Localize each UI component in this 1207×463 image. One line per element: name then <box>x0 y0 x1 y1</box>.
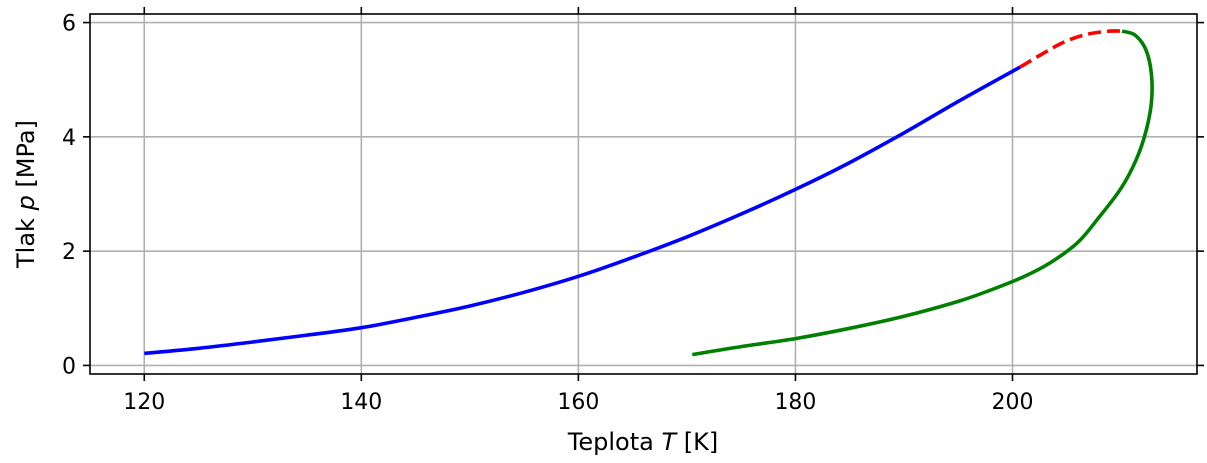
series-line-1 <box>144 65 1021 356</box>
series-group <box>144 29 1154 357</box>
y-tick-label: 2 <box>62 240 76 265</box>
x-tick-label: 200 <box>992 390 1034 415</box>
x-tick-label: 180 <box>774 390 816 415</box>
y-axis-label: Tlak p [MPa] <box>12 120 40 269</box>
series-line-2 <box>1019 29 1123 69</box>
series-line-3 <box>691 29 1154 357</box>
x-axis-label: Teplota T [K] <box>567 428 718 456</box>
x-tick-label: 160 <box>557 390 599 415</box>
y-tick-label: 0 <box>62 354 76 379</box>
ticks: 120 140 160 180 200 0 2 4 6 <box>62 7 1204 415</box>
plot-frame <box>89 13 1198 375</box>
x-tick-label: 120 <box>123 390 165 415</box>
y-tick-label: 4 <box>62 126 76 151</box>
grid <box>90 14 1197 374</box>
y-tick-label: 6 <box>62 12 76 37</box>
x-tick-label: 140 <box>340 390 382 415</box>
